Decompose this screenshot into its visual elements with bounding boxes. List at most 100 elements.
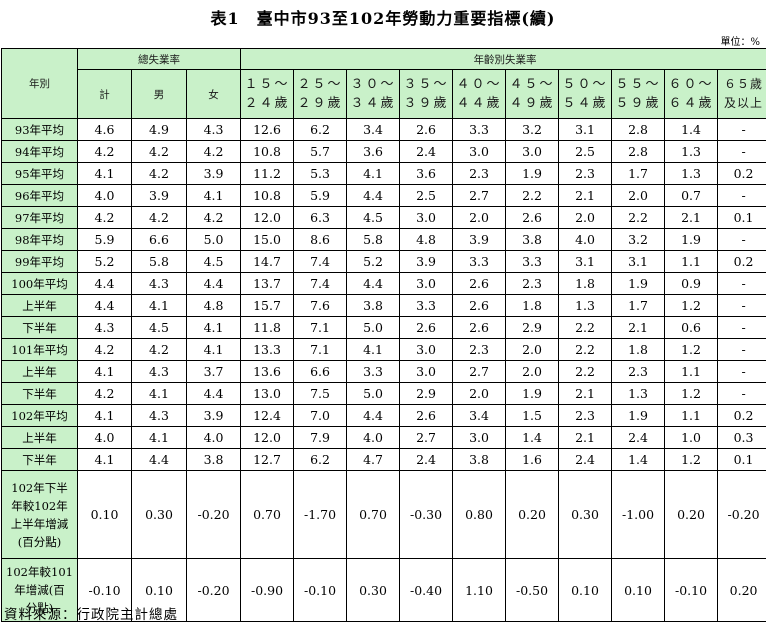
age-group-line2: ５４歲 — [562, 96, 608, 111]
table-cell: 3.9 — [399, 250, 454, 273]
table-cell: 2.3 — [558, 404, 613, 427]
change-row-label-line: 102年下半 — [11, 480, 68, 495]
table-cell: - — [717, 382, 766, 405]
table-cell: 3.8 — [346, 294, 401, 317]
table-row: 93年平均 4.6 4.9 4.3 12.6 6.2 3.4 2.6 3.3 3.2 3.1 2.8 1… — [1, 118, 766, 141]
table-cell: 1.2 — [664, 448, 719, 471]
table-cell: 7.9 — [293, 426, 348, 449]
table-cell: 10.8 — [240, 184, 295, 207]
table-cell: 4.1 — [131, 294, 187, 317]
table-cell: - — [717, 338, 766, 361]
table-cell: 0.2 — [717, 162, 766, 185]
change-cell: 0.30 — [558, 470, 613, 559]
age-group-header: ４０～ ４４歲 — [452, 69, 507, 119]
table-cell: 3.0 — [399, 360, 454, 383]
table-cell: 7.0 — [293, 404, 348, 427]
change-cell: 0.30 — [131, 470, 187, 559]
age-group-line2: ３９歲 — [403, 96, 449, 111]
table-cell: 3.0 — [452, 426, 507, 449]
table-cell: 4.0 — [346, 426, 401, 449]
age-group-line2: ５９歲 — [615, 96, 661, 111]
table-cell: - — [717, 118, 766, 141]
row-label: 95年平均 — [1, 162, 78, 185]
table-cell: 2.7 — [452, 360, 507, 383]
table-cell: 2.6 — [505, 206, 560, 229]
table-cell: 3.3 — [505, 250, 560, 273]
table-cell: 1.2 — [664, 294, 719, 317]
table-cell: 2.7 — [452, 184, 507, 207]
change-cell: -0.30 — [399, 470, 454, 559]
table-row: 94年平均 4.2 4.2 4.2 10.8 5.7 3.6 2.4 3.0 3.0 2.5 2.8 1… — [1, 140, 766, 163]
table-cell: 3.6 — [346, 140, 401, 163]
table-cell: 5.2 — [346, 250, 401, 273]
table-cell: 0.1 — [717, 448, 766, 471]
table-cell: 7.1 — [293, 338, 348, 361]
age-group-header: ５５～ ５９歲 — [611, 69, 666, 119]
table-cell: 1.9 — [611, 272, 666, 295]
row-label: 下半年 — [1, 316, 78, 339]
table-cell: 2.1 — [558, 426, 613, 449]
table-cell: 3.2 — [611, 228, 666, 251]
table-cell: 12.6 — [240, 118, 295, 141]
table-cell: 4.4 — [77, 294, 132, 317]
table-cell: 4.8 — [399, 228, 454, 251]
table-cell: 7.6 — [293, 294, 348, 317]
table-cell: 1.0 — [664, 426, 719, 449]
change-cell: -0.20 — [185, 558, 242, 622]
change-row-label-line: 上半年增減 — [10, 516, 69, 531]
table-cell: 1.4 — [505, 426, 560, 449]
table-cell: 2.4 — [611, 426, 666, 449]
table-cell: 3.0 — [399, 206, 454, 229]
table-cell: 4.2 — [185, 206, 242, 229]
change-cell: 0.10 — [558, 558, 613, 622]
table-cell: - — [717, 316, 766, 339]
table-cell: 1.2 — [664, 382, 719, 405]
table-cell: 3.3 — [452, 118, 507, 141]
row-label: 96年平均 — [1, 184, 78, 207]
table-cell: 2.4 — [558, 448, 613, 471]
age-group-line1: ５５～ — [615, 77, 661, 92]
change-row: 102年較101 年增減(百 分點) -0.10 0.10 -0.20 -0.90 -0.10… — [1, 558, 766, 622]
change-cell: 0.30 — [346, 558, 401, 622]
table-cell: 5.7 — [293, 140, 348, 163]
change-cell: 0.10 — [611, 558, 666, 622]
change-cell: -0.40 — [399, 558, 454, 622]
table-cell: 13.6 — [240, 360, 295, 383]
table-cell: 4.4 — [346, 404, 401, 427]
age-group-header: ４５～ ４９歲 — [505, 69, 560, 119]
row-label: 下半年 — [1, 448, 78, 471]
table-cell: 1.1 — [664, 360, 719, 383]
table-cell: 8.6 — [293, 228, 348, 251]
table-cell: 3.1 — [611, 250, 666, 273]
table-cell: 7.1 — [293, 316, 348, 339]
table-cell: 11.2 — [240, 162, 295, 185]
age-group-header: ３０～ ３４歲 — [346, 69, 401, 119]
table-cell: 1.7 — [611, 294, 666, 317]
age-group-header: ５０～ ５４歲 — [558, 69, 613, 119]
table-cell: 4.4 — [346, 272, 401, 295]
table-cell: 14.7 — [240, 250, 295, 273]
row-label: 101年平均 — [1, 338, 78, 361]
change-cell: -0.20 — [185, 470, 242, 559]
table-cell: 6.2 — [293, 118, 348, 141]
age-group-line1: ４０～ — [456, 77, 502, 92]
table-cell: 3.0 — [399, 338, 454, 361]
table-cell: 4.6 — [77, 118, 132, 141]
table-cell: 4.5 — [131, 316, 187, 339]
table-cell: 1.1 — [664, 404, 719, 427]
table-cell: 2.7 — [399, 426, 454, 449]
table-cell: 2.3 — [452, 338, 507, 361]
age-group-line2: ２９歲 — [297, 96, 343, 111]
age-unemployment-header: 年齡別失業率 — [240, 48, 766, 70]
table-cell: 2.5 — [558, 140, 613, 163]
table-cell: 2.4 — [399, 140, 454, 163]
row-label: 99年平均 — [1, 250, 78, 273]
table-cell: 3.2 — [505, 118, 560, 141]
table-cell: 3.9 — [185, 404, 242, 427]
male-subheader: 男 — [131, 69, 187, 119]
table-cell: 4.4 — [77, 272, 132, 295]
table-cell: 7.5 — [293, 382, 348, 405]
source-note: 資料來源：行政院主計總處 — [4, 607, 178, 623]
change-cell: 0.70 — [346, 470, 401, 559]
table-cell: 4.1 — [131, 382, 187, 405]
